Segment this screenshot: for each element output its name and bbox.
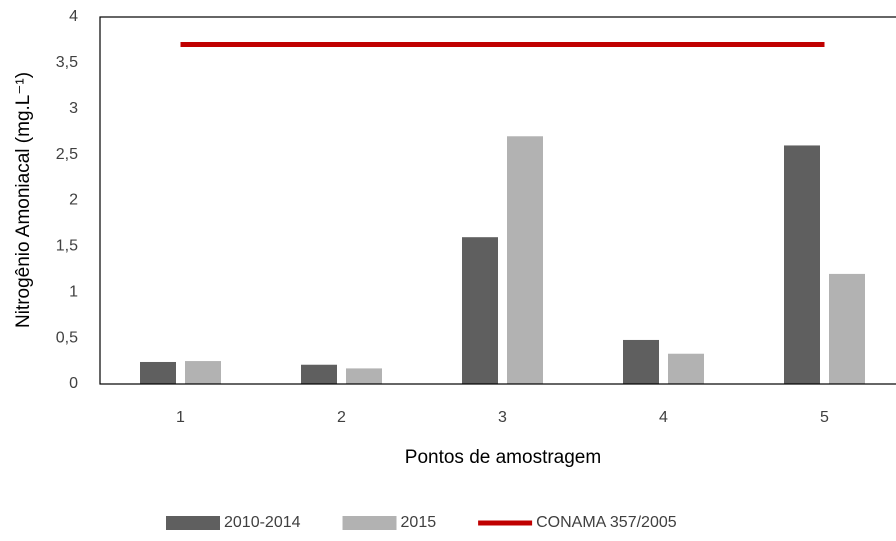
plot-frame	[99, 16, 896, 385]
legend-label: CONAMA 357/2005	[536, 514, 677, 531]
y-tick-label: 0	[69, 375, 78, 392]
x-tick-label: 4	[659, 409, 668, 426]
y-tick-label: 0,5	[56, 329, 78, 346]
y-tick-label: 4	[69, 8, 78, 25]
legend-label: 2010-2014	[224, 514, 301, 531]
x-tick-label: 5	[820, 409, 829, 426]
bar	[784, 145, 820, 384]
y-tick-label: 3	[69, 100, 78, 117]
bar	[623, 339, 659, 384]
legend-label: 2015	[401, 514, 437, 531]
legend-swatch	[166, 516, 220, 530]
bar	[507, 136, 543, 384]
bar	[346, 368, 382, 384]
bar	[185, 361, 221, 384]
bar	[301, 364, 337, 384]
y-tick-label: 1	[69, 283, 78, 300]
bar	[829, 273, 865, 384]
x-tick-label: 1	[176, 409, 185, 426]
bar	[462, 237, 498, 384]
x-tick-label: 2	[337, 409, 346, 426]
y-tick-label: 2,5	[56, 146, 78, 163]
y-axis-title: Nitrogênio Amoniacal (mg.L⁻¹)	[13, 72, 34, 328]
bar	[140, 361, 176, 384]
x-axis-title: Pontos de amostragem	[405, 447, 601, 468]
y-tick-label: 2	[69, 192, 78, 209]
y-tick-label: 1,5	[56, 238, 78, 255]
bar	[668, 353, 704, 384]
legend-swatch	[342, 516, 397, 530]
y-tick-label: 3,5	[56, 54, 78, 71]
x-tick-label: 3	[498, 409, 507, 426]
